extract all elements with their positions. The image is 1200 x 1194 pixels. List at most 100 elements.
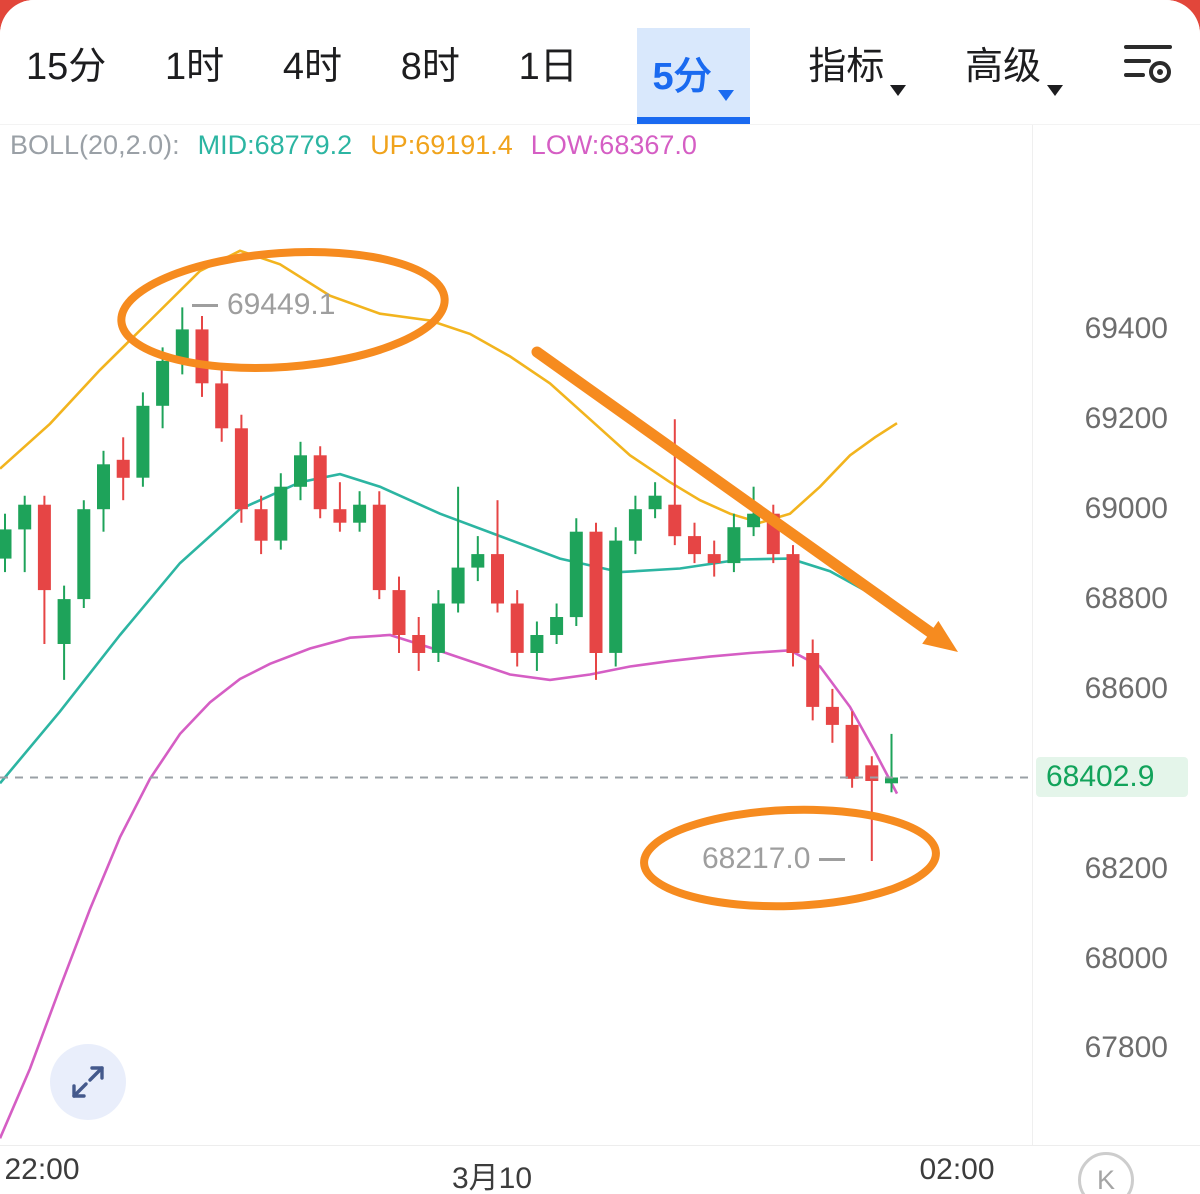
candle-body (707, 554, 721, 564)
candle-body (77, 509, 91, 600)
candle-body (392, 590, 406, 635)
price-axis-label: 68000 (1084, 942, 1168, 975)
tab-advanced-menu[interactable]: 高级 (965, 0, 1064, 124)
candle-body (471, 554, 485, 568)
candle-body (57, 599, 71, 644)
tab-5min-active[interactable]: 5分 (636, 28, 750, 124)
price-axis-label: 68600 (1084, 672, 1168, 705)
candle-body (825, 706, 839, 725)
candle-body (806, 653, 820, 707)
expand-chart-button[interactable] (50, 1044, 126, 1120)
candle-body (353, 504, 367, 523)
price-axis-label: 69400 (1084, 312, 1168, 345)
indicator-readout: BOLL(20,2.0): MID:68779.2 UP:69191.4 LOW… (10, 130, 697, 161)
time-axis-label: 02:00 (919, 1153, 995, 1186)
candle-body (865, 765, 879, 781)
candle-body (234, 428, 248, 510)
candle-body (215, 383, 229, 429)
tab-label: 15分 (26, 45, 107, 88)
low-price-marker: 68217.0 (702, 842, 846, 876)
candle-body (451, 567, 465, 604)
candle-body (668, 504, 682, 537)
time-axis-label: 22:00 (4, 1153, 80, 1186)
high-price-text: 69449.1 (227, 288, 336, 321)
candle-body (688, 536, 701, 555)
candle-body (294, 455, 307, 487)
boll-mid-value: MID:68779.2 (197, 130, 353, 160)
candle-body (786, 554, 800, 653)
boll-low-value: LOW:68367.0 (530, 130, 697, 160)
candle-body (195, 329, 209, 384)
candle-body (845, 724, 859, 779)
tab-indicator-menu[interactable]: 指标 (808, 0, 907, 124)
candle-body (747, 513, 761, 528)
price-axis-label: 68200 (1084, 852, 1168, 885)
candle-body (431, 603, 445, 653)
price-axis-label: 69000 (1084, 492, 1168, 525)
price-axis-label: 69200 (1084, 402, 1168, 435)
annotation-ellipse (640, 805, 940, 911)
candle-body (491, 554, 504, 604)
tab-label: 8时 (400, 45, 460, 88)
time-axis-label: 3月10 (451, 1162, 533, 1194)
chart-settings-icon[interactable] (1122, 0, 1174, 124)
tab-label: 4时 (282, 45, 343, 88)
boll-mid-band-line (0, 472, 898, 785)
tab-label: 1时 (165, 45, 225, 88)
chevron-down-icon (1047, 85, 1064, 96)
tab-label: 指标 (808, 45, 885, 88)
tab-4hour[interactable]: 4时 (283, 0, 342, 124)
candle-body (0, 529, 12, 559)
candle-body (175, 329, 189, 361)
chevron-down-icon (890, 85, 907, 96)
tab-1day[interactable]: 1日 (519, 0, 578, 124)
candle-body (156, 360, 170, 406)
candle-body (136, 405, 150, 478)
tab-label: 高级 (965, 45, 1042, 88)
high-price-marker: 69449.1 (192, 288, 335, 322)
candle-body (510, 603, 524, 653)
candle-body (116, 459, 130, 478)
candle-body (18, 504, 32, 530)
candle-body (333, 509, 347, 523)
candle-body (589, 531, 603, 653)
candle-body (412, 635, 426, 653)
timeframe-toolbar: 15分 1时 4时 8时 1日 5分 指标 高级 (0, 0, 1200, 125)
low-price-text: 68217.0 (702, 842, 811, 875)
candle-body (254, 509, 268, 541)
marker-dash (192, 303, 218, 307)
chevron-down-icon (717, 90, 734, 101)
boll-up-band-line (0, 249, 898, 525)
candle-body (628, 509, 642, 541)
candle-body (530, 635, 544, 653)
axis-divider (1032, 125, 1033, 1145)
kline-style-button[interactable]: K (1078, 1152, 1134, 1194)
tab-label: 1日 (518, 45, 578, 88)
current-price-tag: 68402.9 (1036, 757, 1188, 797)
candle-body (274, 486, 288, 541)
annotation-ellipse (117, 248, 449, 372)
settings-lines-gear-icon (1123, 45, 1172, 83)
tab-8hour[interactable]: 8时 (401, 0, 460, 124)
boll-low-band-line (0, 633, 899, 1139)
time-axis: 22:00 3月10 02:00 K (0, 1145, 1200, 1194)
boll-label: BOLL(20,2.0): (10, 130, 180, 160)
tab-label: 5分 (652, 56, 712, 98)
marker-dash (819, 857, 846, 861)
candle-body (313, 455, 327, 510)
tab-15min[interactable]: 15分 (26, 0, 106, 124)
tab-1hour[interactable]: 1时 (165, 0, 224, 124)
annotation-arrow-shaft (531, 346, 948, 646)
annotation-arrowhead (922, 620, 958, 652)
candle-body (372, 504, 386, 591)
candle-body (37, 504, 51, 591)
price-axis-label: 68800 (1084, 582, 1168, 615)
price-axis-label: 67800 (1084, 1031, 1168, 1064)
expand-arrows-icon (72, 1066, 104, 1098)
candle-body (727, 527, 741, 564)
k-label: K (1096, 1164, 1115, 1194)
candle-body (97, 464, 110, 510)
boll-up-value: UP:69191.4 (370, 130, 513, 160)
